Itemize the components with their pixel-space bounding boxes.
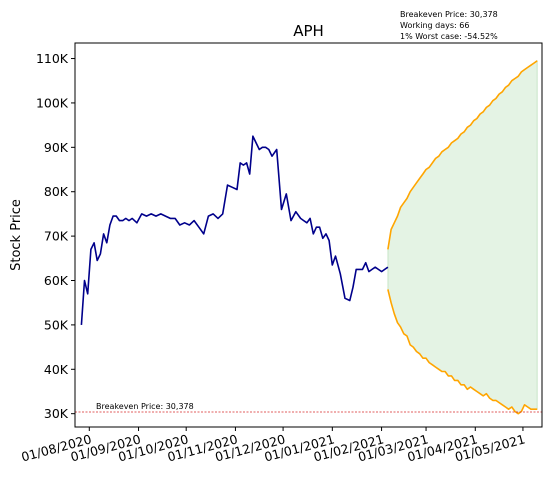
y-axis-label: Stock Price bbox=[9, 199, 24, 271]
stats-annotation: Breakeven Price: 30,378 Working days: 66… bbox=[400, 10, 498, 41]
y-tick-label: 80K bbox=[44, 184, 69, 199]
breakeven-label: Breakeven Price: 30,378 bbox=[96, 402, 194, 411]
forecast-upper-line bbox=[387, 60, 538, 250]
y-tick-label: 100K bbox=[36, 95, 69, 110]
y-tick-label: 70K bbox=[44, 229, 69, 244]
history-line bbox=[80, 135, 389, 325]
chart-title: APH bbox=[293, 22, 324, 40]
annotation-line: Breakeven Price: 30,378 bbox=[400, 10, 498, 19]
series-lines-layer bbox=[80, 60, 538, 415]
forecast-lower-line bbox=[387, 289, 538, 415]
y-tick-label: 110K bbox=[36, 51, 69, 66]
y-axis: 30K 40K 50K 60K 70K 80K 90K 100K 110K bbox=[36, 51, 75, 421]
axes-frame bbox=[74, 42, 543, 428]
annotation-line: Working days: 66 bbox=[400, 21, 469, 30]
y-tick-label: 30K bbox=[44, 406, 69, 421]
y-tick-label: 50K bbox=[44, 317, 69, 332]
y-tick-label: 90K bbox=[44, 140, 69, 155]
annotation-line: 1% Worst case: -54.52% bbox=[400, 32, 498, 41]
y-tick-label: 40K bbox=[44, 362, 69, 377]
y-tick-label: 60K bbox=[44, 273, 69, 288]
